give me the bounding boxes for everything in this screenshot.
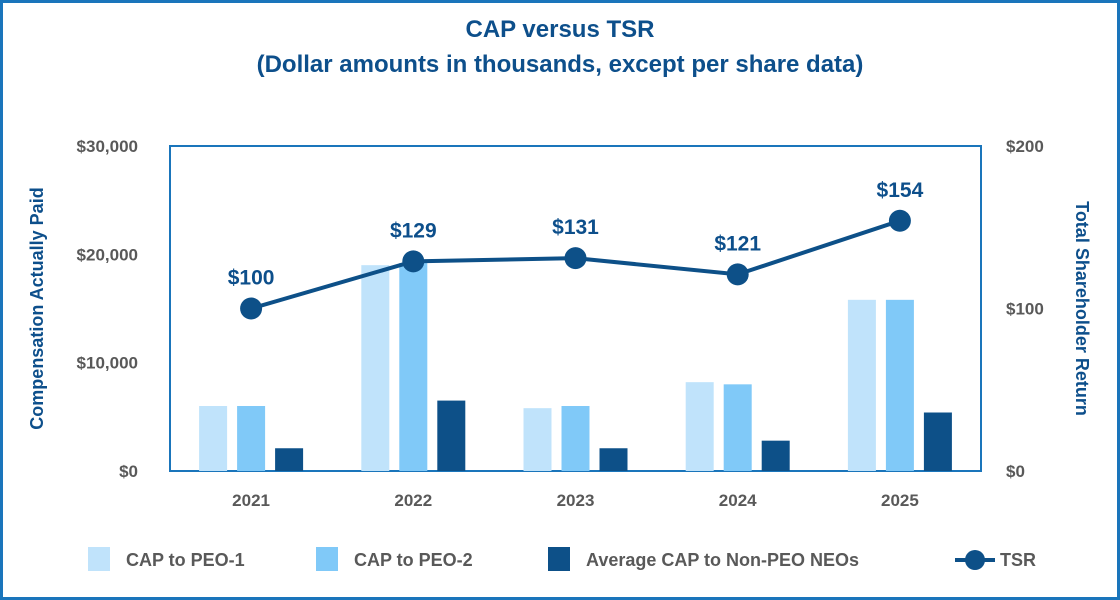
bar-cap-to-peo-1 [685, 382, 714, 471]
tsr-data-label: $121 [714, 232, 761, 255]
x-axis-tick-label: 2023 [557, 491, 595, 510]
tsr-point [402, 250, 425, 273]
legend-swatch [316, 547, 338, 571]
bar-cap-to-peo-2 [237, 406, 266, 471]
tsr-point [888, 209, 911, 232]
bar-average-cap-to-non-peo-neos [599, 448, 628, 471]
bar-average-cap-to-non-peo-neos [923, 412, 952, 471]
left-axis-tick-label: $30,000 [77, 137, 138, 156]
chart-subtitle: (Dollar amounts in thousands, except per… [256, 51, 864, 78]
legend-label: TSR [1000, 550, 1036, 570]
bar-cap-to-peo-2 [885, 299, 914, 471]
right-axis-tick-label: $0 [1006, 462, 1025, 481]
legend-label: CAP to PEO-2 [354, 550, 473, 570]
x-axis-tick-label: 2022 [394, 491, 432, 510]
right-axis-title: Total Shareholder Return [1072, 201, 1092, 416]
chart-title: CAP versus TSR [465, 16, 655, 43]
left-axis-tick-label: $0 [119, 462, 138, 481]
bar-cap-to-peo-2 [561, 406, 590, 471]
tsr-data-label: $100 [228, 267, 275, 290]
tsr-point [564, 247, 587, 270]
tsr-point [240, 297, 263, 320]
legend-label: Average CAP to Non-PEO NEOs [586, 550, 859, 570]
x-axis-tick-label: 2021 [232, 491, 270, 510]
left-axis-title: Compensation Actually Paid [27, 187, 47, 429]
x-axis-tick-label: 2024 [719, 491, 757, 510]
bar-cap-to-peo-1 [199, 406, 228, 471]
bar-cap-to-peo-2 [399, 263, 428, 471]
tsr-data-label: $154 [877, 179, 924, 202]
bar-cap-to-peo-1 [361, 265, 390, 471]
bar-cap-to-peo-1 [847, 299, 876, 471]
bar-average-cap-to-non-peo-neos [275, 448, 304, 471]
tsr-data-label: $129 [390, 219, 437, 242]
legend-swatch [548, 547, 570, 571]
tsr-data-label: $131 [552, 216, 599, 239]
right-axis-tick-label: $100 [1006, 300, 1044, 319]
legend-label: CAP to PEO-1 [126, 550, 245, 570]
x-axis-tick-label: 2025 [881, 491, 919, 510]
bar-average-cap-to-non-peo-neos [761, 440, 790, 471]
bar-cap-to-peo-1 [523, 408, 552, 471]
legend-swatch [88, 547, 110, 571]
legend-tsr-marker [965, 550, 985, 570]
bar-average-cap-to-non-peo-neos [437, 400, 466, 471]
bar-cap-to-peo-2 [723, 384, 752, 471]
left-axis-tick-label: $20,000 [77, 245, 138, 264]
right-axis-tick-label: $200 [1006, 137, 1044, 156]
tsr-point [726, 263, 749, 286]
left-axis-tick-label: $10,000 [77, 354, 138, 373]
